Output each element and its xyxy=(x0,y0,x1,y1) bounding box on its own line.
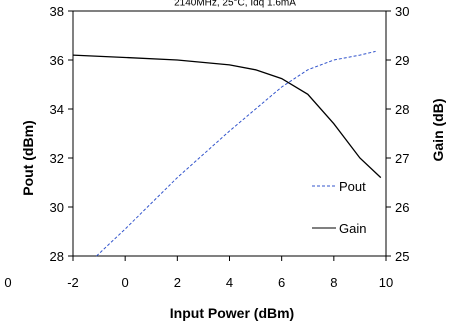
x-axis-label: Input Power (dBm) xyxy=(170,305,294,321)
plot-frame xyxy=(72,10,387,257)
y-right-tick-label: 27 xyxy=(395,151,409,166)
y-left-tick-label: 34 xyxy=(50,102,64,117)
y-left-tick-label: 38 xyxy=(50,4,64,19)
x-tick-label: 0 xyxy=(122,275,129,290)
plot-border xyxy=(72,10,387,257)
edge-tick-label: 0 xyxy=(4,275,11,290)
x-tick-label: 4 xyxy=(226,275,233,290)
legend: Pout Gain xyxy=(312,179,366,236)
y-right-tick-label: 29 xyxy=(395,53,409,68)
x-tick-label: 10 xyxy=(379,275,393,290)
y-left-tick-label: 32 xyxy=(50,151,64,166)
y-left-tick-label: 30 xyxy=(50,200,64,215)
y-axis-left-label: Pout (dBm) xyxy=(20,120,36,195)
y-right-tick-label: 30 xyxy=(395,4,409,19)
x-tick-label: -2 xyxy=(67,275,79,290)
series-group xyxy=(72,50,382,257)
y-right-tick-label: 25 xyxy=(395,249,409,264)
legend-gain-label: Gain xyxy=(339,221,366,236)
legend-pout-label: Pout xyxy=(339,179,366,194)
y-left-tick-label: 28 xyxy=(50,249,64,264)
chart-title: 2140MHz, 25°C, Idq 1.6mA xyxy=(174,0,296,9)
y-right-tick-label: 26 xyxy=(395,200,409,215)
y-right-tick-label: 28 xyxy=(395,102,409,117)
y-left-tick-label: 36 xyxy=(50,53,64,68)
y-axis-right-label: Gain (dB) xyxy=(430,99,446,162)
series-line-pout xyxy=(96,50,376,257)
x-tick-label: 6 xyxy=(278,275,285,290)
x-tick-label: 8 xyxy=(330,275,337,290)
series-line-gain xyxy=(72,54,382,179)
tick-marks: -2 0 2 4 6 8 10 28 30 32 34 36 38 25 26 27 28 29 30 xyxy=(50,4,410,290)
x-tick-label: 2 xyxy=(174,275,181,290)
